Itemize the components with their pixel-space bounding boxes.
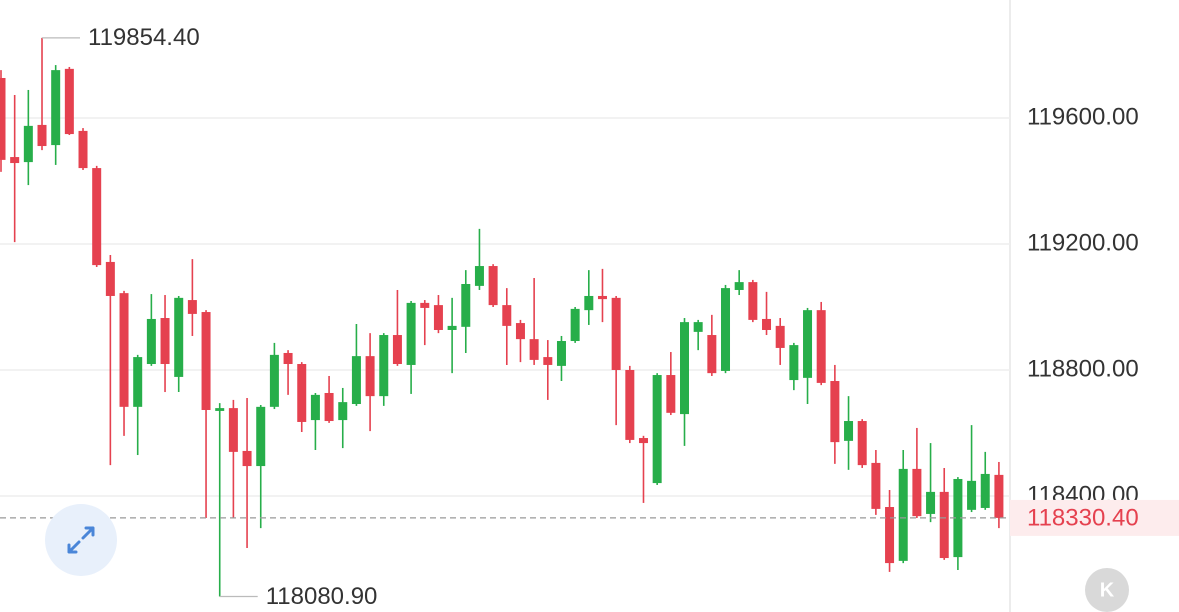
candle-body xyxy=(543,357,553,365)
kline-button-label[interactable]: K xyxy=(1100,579,1115,601)
candle-body xyxy=(967,480,977,510)
candle-body xyxy=(953,478,963,558)
candle-body xyxy=(228,408,238,452)
candle-body xyxy=(215,408,225,411)
expand-icon[interactable] xyxy=(67,526,95,554)
candle-body xyxy=(502,305,512,326)
candle-body xyxy=(638,438,648,444)
candle-body xyxy=(570,308,580,342)
candle-body xyxy=(269,354,279,407)
candle-body xyxy=(693,322,703,332)
candle-body xyxy=(310,394,320,421)
candle-body xyxy=(515,323,525,340)
candle-body xyxy=(365,356,375,397)
candle-body xyxy=(324,392,334,422)
candle-body xyxy=(666,375,676,413)
last-price-label: 118330.40 xyxy=(1027,504,1139,531)
candle-body xyxy=(611,297,621,370)
candle-body xyxy=(51,70,61,146)
candle-body xyxy=(939,491,949,559)
candle-body xyxy=(174,297,184,377)
candle-body xyxy=(830,381,840,443)
kline-button[interactable]: K xyxy=(1085,568,1129,612)
candle-body xyxy=(898,468,908,561)
candle-body xyxy=(529,339,539,360)
candle-body xyxy=(871,462,881,509)
candle-body xyxy=(201,312,211,410)
candle-body xyxy=(762,318,772,330)
candle-body xyxy=(994,474,1004,518)
candle-body xyxy=(625,369,635,440)
y-tick-label: 119600.00 xyxy=(1027,103,1139,130)
candle-body xyxy=(283,352,293,365)
candle-body xyxy=(748,282,758,320)
candle-body xyxy=(0,77,6,160)
candle-body xyxy=(392,335,402,365)
candle-body xyxy=(980,473,990,508)
candle-body xyxy=(721,288,731,371)
candle-body xyxy=(584,295,594,311)
candle-body xyxy=(379,335,389,397)
candle-body xyxy=(447,325,457,330)
candle-body xyxy=(133,357,143,407)
candle-body xyxy=(160,318,170,365)
candle-body xyxy=(488,266,498,306)
candle-body xyxy=(652,375,662,484)
candle-body xyxy=(775,325,785,348)
candle-body xyxy=(338,402,348,421)
last-price-tag xyxy=(1010,499,1179,536)
candle-body xyxy=(242,450,252,467)
min-marker-label: 118080.90 xyxy=(266,583,378,610)
candle-body xyxy=(803,310,813,378)
candle-body xyxy=(78,130,88,169)
candle-body xyxy=(433,305,443,330)
candle-body xyxy=(680,322,689,415)
candle-body xyxy=(707,335,717,374)
candle-body xyxy=(912,468,922,517)
expand-button-bg[interactable] xyxy=(45,504,117,576)
candle-body xyxy=(351,356,361,405)
candle-body xyxy=(857,421,867,466)
y-tick-label: 119200.00 xyxy=(1027,229,1139,256)
candle-body xyxy=(597,295,607,300)
y-tick-label: 118800.00 xyxy=(1027,355,1139,382)
candle-body xyxy=(926,491,936,514)
candle-body xyxy=(187,300,197,314)
plot: 118400.00118800.00119200.00119600.001198… xyxy=(0,24,1179,610)
candle-body xyxy=(92,168,102,266)
max-marker-label: 119854.40 xyxy=(88,24,200,51)
kline-button-bg[interactable] xyxy=(1085,568,1129,612)
candle-body xyxy=(256,406,266,467)
candle-body xyxy=(37,124,47,147)
candle-body xyxy=(297,364,307,422)
expand-button[interactable] xyxy=(45,504,117,576)
candle-body xyxy=(556,341,566,366)
candle-body xyxy=(844,421,854,441)
candle-body xyxy=(406,302,416,365)
candle-body xyxy=(119,293,129,407)
candle-body xyxy=(105,261,115,296)
candle-body xyxy=(461,283,471,327)
candle-body xyxy=(734,282,744,290)
candle-body xyxy=(420,302,430,308)
candle-body xyxy=(474,266,484,286)
candle-body xyxy=(816,310,826,383)
candle-body xyxy=(23,125,33,163)
candle-body xyxy=(885,507,895,564)
candle-body xyxy=(789,345,799,381)
candle-body xyxy=(146,318,156,365)
candle-body xyxy=(64,68,74,135)
candle-body xyxy=(10,157,20,164)
